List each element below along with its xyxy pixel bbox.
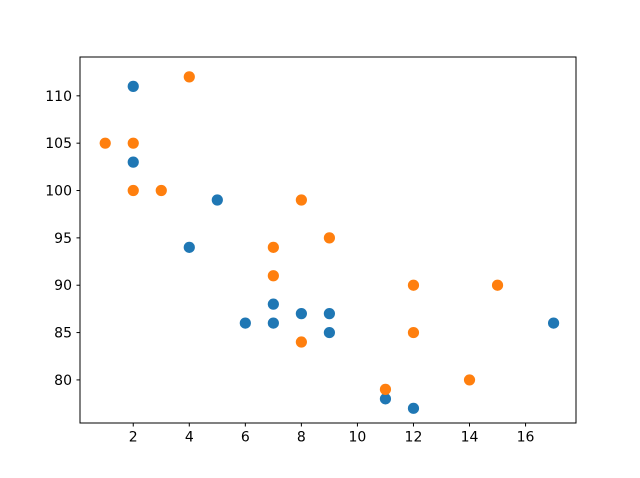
- data-point-series-1-blue: [239, 317, 251, 329]
- data-point-series-1-blue: [127, 156, 139, 168]
- data-point-series-2-orange: [379, 383, 392, 395]
- x-tick-label: 4: [185, 430, 194, 446]
- data-point-series-2-orange: [267, 241, 279, 253]
- data-point-series-2-orange: [407, 326, 420, 339]
- data-point-series-1-blue: [407, 402, 420, 414]
- data-point-series-1-blue: [295, 308, 307, 320]
- data-point-series-2-orange: [127, 137, 139, 149]
- data-point-series-2-orange: [99, 137, 111, 149]
- y-tick-label: 90: [54, 278, 72, 294]
- data-point-series-2-orange: [183, 71, 195, 83]
- data-point-series-1-blue: [323, 326, 336, 339]
- data-point-series-1-blue: [547, 317, 560, 329]
- data-point-series-2-orange: [323, 232, 336, 244]
- x-tick-label: 12: [405, 430, 423, 446]
- data-point-series-1-blue: [183, 241, 195, 253]
- data-point-series-1-blue: [267, 317, 279, 329]
- data-point-series-2-orange: [127, 184, 139, 197]
- x-tick-label: 14: [461, 430, 479, 446]
- x-tick-label: 10: [349, 430, 367, 446]
- y-tick-label: 105: [45, 136, 72, 152]
- data-point-series-1-blue: [323, 308, 336, 320]
- data-point-series-1-blue: [267, 298, 279, 310]
- y-tick-label: 110: [45, 89, 72, 105]
- y-tick-label: 100: [45, 184, 72, 200]
- data-point-series-2-orange: [155, 184, 167, 197]
- y-tick-label: 80: [54, 373, 72, 389]
- data-point-series-2-orange: [267, 270, 279, 282]
- data-point-series-2-orange: [491, 279, 504, 291]
- data-point-series-2-orange: [295, 336, 307, 348]
- y-tick-label: 85: [54, 326, 72, 342]
- data-point-series-2-orange: [295, 194, 307, 206]
- data-point-series-2-orange: [407, 279, 420, 291]
- data-point-series-2-orange: [463, 374, 476, 386]
- x-tick-label: 2: [129, 430, 138, 446]
- data-point-series-1-blue: [379, 393, 392, 405]
- x-tick-label: 8: [297, 430, 306, 446]
- data-point-series-1-blue: [211, 194, 223, 206]
- y-tick-label: 95: [54, 231, 72, 247]
- x-tick-label: 16: [517, 430, 535, 446]
- x-tick-label: 6: [241, 430, 250, 446]
- data-point-series-1-blue: [127, 80, 139, 92]
